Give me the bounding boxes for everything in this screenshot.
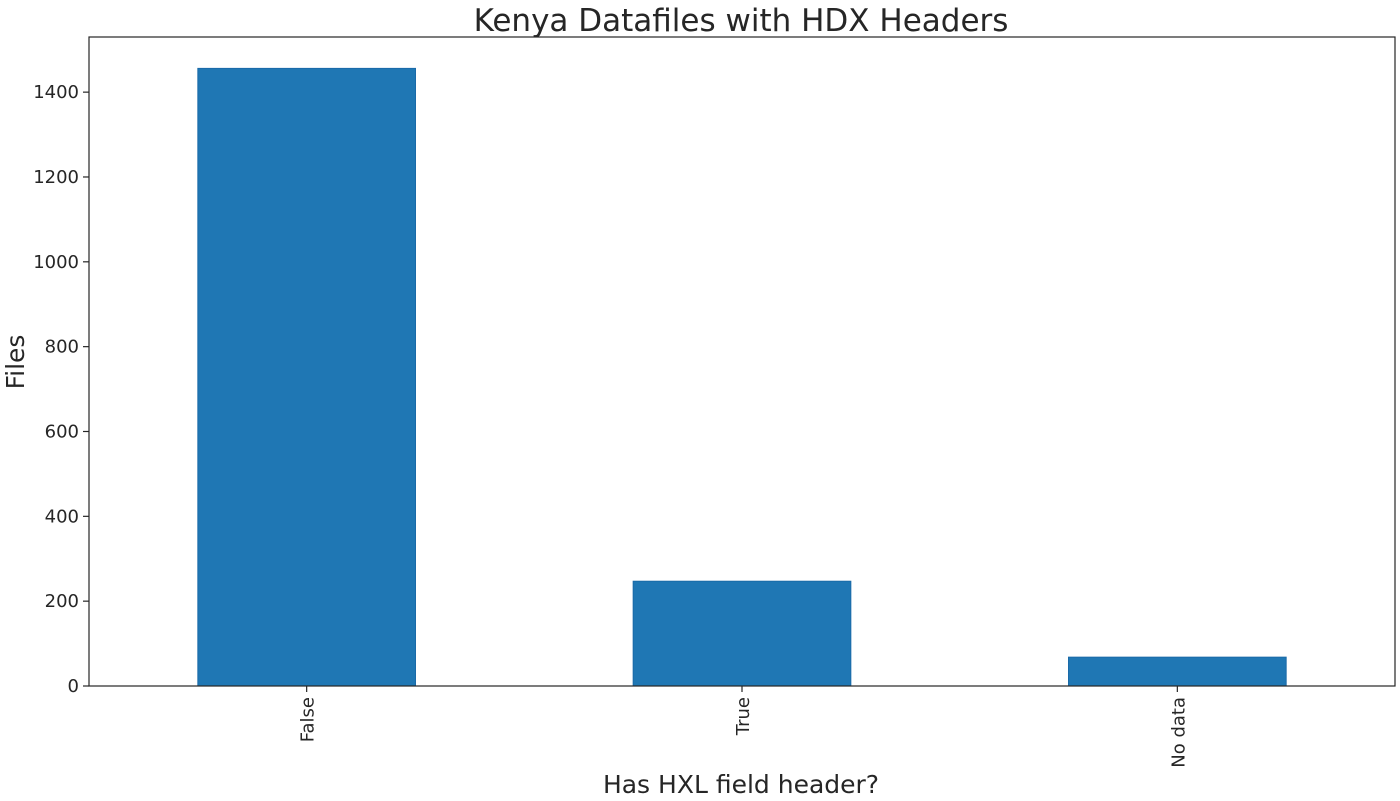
x-tick-label: False (298, 697, 319, 742)
y-axis-ticks: 0 200 400 600 800 1000 1200 1400 (33, 82, 89, 697)
y-tick-label: 400 (45, 506, 79, 527)
y-tick-label: 200 (45, 591, 79, 612)
y-tick-label: 800 (45, 337, 79, 358)
bars-layer (197, 67, 1287, 687)
chart-title: Kenya Datafiles with HDX Headers (474, 3, 1009, 39)
bar-no-data (1068, 656, 1287, 687)
bar-true (632, 580, 852, 687)
x-tick-label: No data (1168, 697, 1189, 768)
y-tick-label: 1200 (33, 167, 79, 188)
y-tick-label: 0 (68, 676, 79, 697)
x-axis-label: Has HXL field header? (603, 770, 879, 799)
bar-false (197, 67, 416, 687)
y-tick-label: 600 (45, 421, 79, 442)
y-tick-label: 1000 (33, 252, 79, 273)
x-axis-ticks: False True No data (298, 686, 1189, 768)
y-axis-label: Files (1, 335, 30, 390)
x-tick-label: True (733, 697, 754, 736)
plot-frame (88, 36, 1396, 687)
y-tick-label: 1400 (33, 82, 79, 103)
